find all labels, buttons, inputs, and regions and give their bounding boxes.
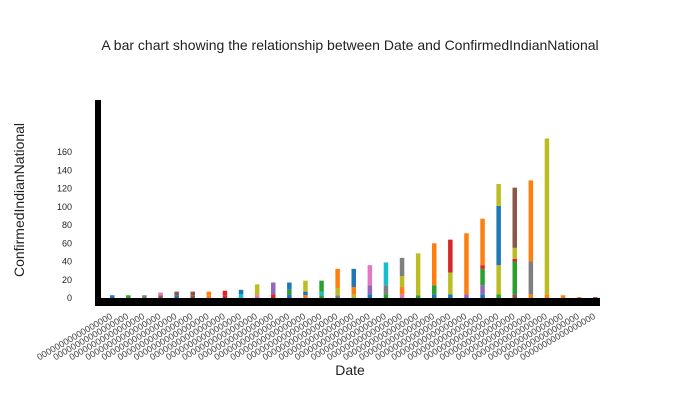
bar-segment <box>367 294 373 298</box>
bar-segment <box>351 268 356 288</box>
bar-segment <box>174 295 179 298</box>
bar-segment <box>512 247 517 259</box>
bar-segment <box>432 294 437 298</box>
bar-segment <box>271 282 276 295</box>
bar-segment <box>319 280 324 292</box>
bar-segment <box>383 294 389 298</box>
bar-segment <box>399 294 405 298</box>
bar-segment <box>110 295 115 298</box>
bar-segment <box>319 291 324 296</box>
bar-segment <box>126 295 131 298</box>
bar-segment <box>399 276 405 288</box>
bar-segment <box>399 287 405 295</box>
bar-segment <box>448 294 453 298</box>
bar-segment <box>399 257 405 277</box>
bar-segment <box>480 218 485 266</box>
y-tick-label: 20 <box>62 275 72 285</box>
bar-segment <box>512 187 517 248</box>
bar-segment <box>142 295 147 298</box>
bar-segment <box>593 297 598 298</box>
bar-segment <box>367 285 373 295</box>
bar-segment <box>158 292 163 296</box>
x-axis-label: Date <box>335 362 365 378</box>
y-tick-label: 140 <box>57 165 72 175</box>
bars <box>110 138 598 298</box>
bar-segment <box>512 294 517 298</box>
bar-segment <box>496 184 501 206</box>
x-axis-ticks: 0000000000000000000000000000000000000000… <box>35 311 597 362</box>
bar-segment <box>222 290 228 296</box>
bar-segment <box>222 295 228 298</box>
bar-segment <box>512 258 517 262</box>
bar-segment <box>254 284 260 296</box>
bar-segment <box>383 262 389 286</box>
bar-segment <box>238 294 244 298</box>
bar-segment <box>190 295 195 298</box>
bar-segment <box>174 291 179 296</box>
y-axis-label: ConfirmedIndianNational <box>11 123 27 277</box>
bar-segment <box>432 285 437 295</box>
bar-segment <box>576 297 582 298</box>
bar-segment <box>190 291 195 296</box>
chart-title: A bar chart showing the relationship bet… <box>101 37 598 53</box>
bar-segment <box>383 285 389 295</box>
bar-segment <box>544 138 550 295</box>
bar-segment <box>528 180 534 262</box>
y-axis-ticks: 0 20 40 60 80 100 120 140 160 <box>57 147 72 303</box>
bar-segment <box>351 294 356 298</box>
bar-segment <box>528 261 534 295</box>
bar-segment <box>496 205 501 266</box>
bar-segment <box>335 268 340 288</box>
bar-segment <box>287 282 292 290</box>
bar-segment <box>238 289 244 295</box>
bar-segment <box>254 295 260 298</box>
bar-segment <box>448 272 453 295</box>
y-tick-label: 60 <box>62 238 72 248</box>
bar-segment <box>303 291 308 296</box>
bar-segment <box>464 294 469 298</box>
bar-segment <box>335 295 340 298</box>
y-tick-label: 160 <box>57 147 72 157</box>
bar-segment <box>496 294 501 298</box>
y-tick-label: 40 <box>62 257 72 267</box>
bar-segment <box>480 294 485 298</box>
y-tick-label: 100 <box>57 202 72 212</box>
bar-segment <box>544 294 550 298</box>
bar-segment <box>480 285 485 295</box>
y-tick-label: 0 <box>67 293 72 303</box>
y-tick-label: 120 <box>57 184 72 194</box>
bar-segment <box>158 295 163 298</box>
bar-segment <box>351 287 356 295</box>
bar-segment <box>415 253 421 296</box>
bar-segment <box>367 265 373 286</box>
bar-segment <box>496 265 501 295</box>
bar-segment <box>560 295 566 298</box>
bar-segment <box>480 265 485 269</box>
bar-segment <box>480 268 485 286</box>
bar-segment <box>319 295 324 298</box>
bar-segment <box>432 243 437 286</box>
y-tick-label: 80 <box>62 220 72 230</box>
bar-segment <box>335 287 340 296</box>
bar-segment <box>206 291 212 296</box>
bar-segment <box>271 294 276 298</box>
y-axis-line <box>95 100 101 304</box>
bar-segment <box>528 294 534 298</box>
bar-segment <box>415 295 421 298</box>
bar-segment <box>448 239 453 273</box>
bar-segment <box>512 261 517 295</box>
bar-segment <box>303 295 308 298</box>
bar-segment <box>287 289 292 295</box>
bar-segment <box>206 295 212 298</box>
bar-segment <box>287 294 292 298</box>
bar-segment <box>303 280 308 292</box>
bar-segment <box>464 233 469 295</box>
x-axis-line <box>95 298 600 306</box>
